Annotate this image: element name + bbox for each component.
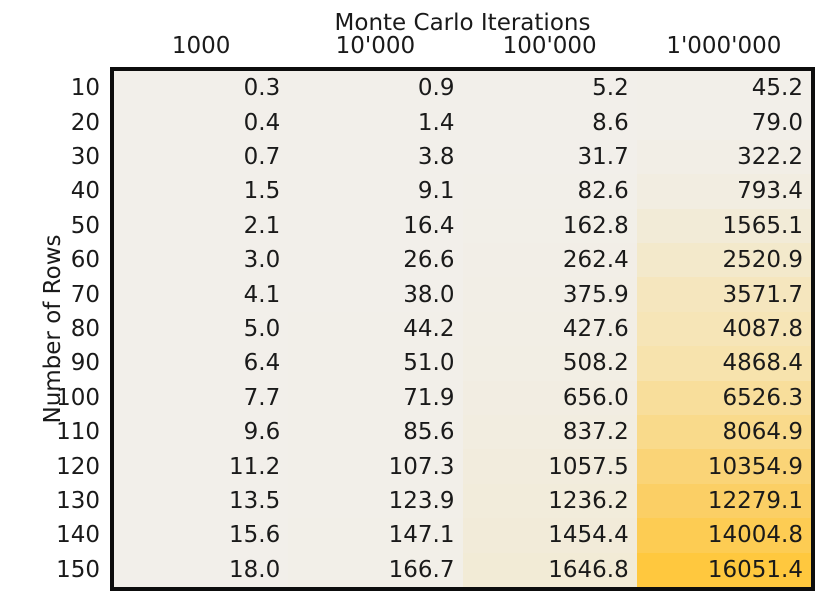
heatmap-cell: 1.5 — [114, 174, 289, 209]
heatmap-cell: 44.2 — [288, 311, 463, 347]
heatmap-cell: 6.4 — [114, 346, 289, 381]
heatmap-cell: 8.6 — [462, 105, 637, 140]
y-tick-label: 60 — [70, 247, 100, 274]
heatmap-cell: 1057.5 — [462, 449, 637, 484]
heatmap-cell: 3571.7 — [636, 277, 811, 312]
heatmap-cell: 427.6 — [462, 311, 637, 347]
heatmap-cell: 4.1 — [114, 277, 289, 312]
heatmap-cell: 12279.1 — [636, 483, 811, 519]
x-tick-labels: 1000 10'000 100'000 1'000'000 — [114, 33, 811, 59]
heatmap-cell: 51.0 — [288, 346, 463, 381]
y-tick-label: 80 — [70, 316, 100, 343]
heatmap-cell: 123.9 — [288, 483, 463, 519]
y-tick-label: 140 — [56, 522, 100, 549]
heatmap-cell: 85.6 — [288, 415, 463, 450]
heatmap-cell: 79.0 — [636, 105, 811, 140]
heatmap-cell: 262.4 — [462, 243, 637, 278]
y-tick-label: 50 — [70, 212, 100, 239]
heatmap-cell: 162.8 — [462, 208, 637, 243]
heatmap-cell: 4087.8 — [636, 311, 811, 347]
heatmap-cell: 1236.2 — [462, 483, 637, 519]
heatmap-cell: 1.4 — [288, 105, 463, 140]
x-tick-label: 1000 — [171, 33, 231, 59]
y-tick-label: 150 — [56, 556, 100, 583]
y-tick-label: 120 — [56, 453, 100, 480]
heatmap-cell: 16.4 — [288, 208, 463, 243]
y-tick-label: 40 — [70, 178, 100, 205]
heatmap-cell: 7.7 — [114, 380, 289, 415]
heatmap-cell: 375.9 — [462, 277, 637, 312]
heatmap-grid: 0.3 0.9 5.2 45.2 0.4 1.4 8.6 79.0 0.7 3.8 31.7 322.… — [110, 67, 815, 591]
heatmap-cell: 0.3 — [114, 71, 289, 106]
x-tick-label: 100'000 — [502, 33, 597, 59]
heatmap-cell: 38.0 — [288, 277, 463, 312]
y-tick-label: 20 — [70, 109, 100, 136]
heatmap-cell: 793.4 — [636, 174, 811, 209]
heatmap-cell: 5.0 — [114, 311, 289, 347]
heatmap-cell: 71.9 — [288, 380, 463, 415]
y-tick-label: 90 — [70, 350, 100, 377]
heatmap-cell: 18.0 — [114, 552, 289, 587]
heatmap-cell: 15.6 — [114, 518, 289, 553]
heatmap-cell: 3.0 — [114, 243, 289, 278]
y-tick-label: 100 — [56, 384, 100, 411]
heatmap-cell: 147.1 — [288, 518, 463, 553]
heatmap-cell: 1646.8 — [462, 552, 637, 587]
heatmap-cell: 9.6 — [114, 415, 289, 450]
heatmap-cell: 322.2 — [636, 139, 811, 175]
heatmap-cell: 16051.4 — [636, 552, 811, 587]
heatmap-cell: 0.9 — [288, 71, 463, 106]
x-axis-title: Monte Carlo Iterations — [334, 10, 591, 36]
heatmap-cell: 11.2 — [114, 449, 289, 484]
y-tick-label: 10 — [70, 75, 100, 102]
y-tick-label: 30 — [70, 144, 100, 171]
heatmap-cell: 4868.4 — [636, 346, 811, 381]
heatmap-cell: 1565.1 — [636, 208, 811, 243]
y-tick-label: 110 — [56, 419, 100, 446]
heatmap-cell: 0.4 — [114, 105, 289, 140]
heatmap-cell: 656.0 — [462, 380, 637, 415]
y-tick-label: 70 — [70, 281, 100, 308]
heatmap-cell: 14004.8 — [636, 518, 811, 553]
heatmap-cell: 8064.9 — [636, 415, 811, 450]
heatmap-cell: 3.8 — [288, 139, 463, 175]
y-tick-labels: 10 20 30 40 50 60 70 80 90 100 110 120 130 140 150 — [0, 71, 100, 587]
heatmap-cell: 31.7 — [462, 139, 637, 175]
heatmap-cell: 5.2 — [462, 71, 637, 106]
x-tick-label: 10'000 — [335, 33, 416, 59]
heatmap-cell: 837.2 — [462, 415, 637, 450]
heatmap-cell: 6526.3 — [636, 380, 811, 415]
heatmap-cell: 0.7 — [114, 139, 289, 175]
heatmap-cell: 2520.9 — [636, 243, 811, 278]
heatmap-cell: 45.2 — [636, 71, 811, 106]
heatmap-cell: 13.5 — [114, 483, 289, 519]
heatmap-cell: 2.1 — [114, 208, 289, 243]
heatmap-cell: 1454.4 — [462, 518, 637, 553]
heatmap-cell: 107.3 — [288, 449, 463, 484]
heatmap-cell: 82.6 — [462, 174, 637, 209]
y-tick-label: 130 — [56, 488, 100, 515]
heatmap-cell: 508.2 — [462, 346, 637, 381]
heatmap-cell: 9.1 — [288, 174, 463, 209]
heatmap-cell: 10354.9 — [636, 449, 811, 484]
heatmap-cell: 166.7 — [288, 552, 463, 587]
x-tick-label: 1'000'000 — [666, 33, 782, 59]
heatmap-cell: 26.6 — [288, 243, 463, 278]
